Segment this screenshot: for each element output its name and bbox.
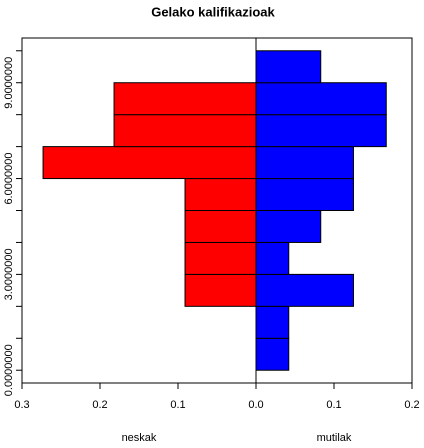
x-tick-label: 0.1 bbox=[170, 399, 185, 411]
bar bbox=[255, 273, 354, 307]
bar bbox=[42, 146, 257, 180]
bar bbox=[255, 241, 290, 275]
y-tick-label: 3.0000000 bbox=[3, 248, 15, 300]
bar bbox=[255, 114, 387, 148]
bar bbox=[113, 82, 257, 116]
x-tick-label: 0.1 bbox=[326, 399, 341, 411]
x-tick-label: 0.2 bbox=[404, 399, 419, 411]
bar bbox=[184, 273, 257, 307]
bar bbox=[184, 210, 257, 243]
bar bbox=[255, 146, 354, 180]
bar bbox=[184, 178, 257, 212]
bar bbox=[113, 114, 257, 148]
bar bbox=[255, 82, 387, 116]
x-tick-label: 0.3 bbox=[14, 399, 29, 411]
legend-label: neskak bbox=[122, 432, 157, 444]
y-tick-label: 6.0000000 bbox=[3, 153, 15, 205]
bar bbox=[184, 241, 257, 275]
bar bbox=[255, 337, 290, 371]
chart-title: Gelako kalifikazioak bbox=[151, 4, 275, 19]
bar bbox=[255, 178, 354, 212]
bar bbox=[255, 305, 290, 339]
x-tick-label: 0.0 bbox=[248, 399, 263, 411]
x-tick-label: 0.2 bbox=[92, 399, 107, 411]
bar bbox=[255, 210, 322, 243]
bar bbox=[255, 50, 322, 84]
legend-label: mutilak bbox=[317, 432, 352, 444]
y-tick-label: 0.0000000 bbox=[3, 344, 15, 396]
y-tick-label: 9.0000000 bbox=[3, 57, 15, 109]
